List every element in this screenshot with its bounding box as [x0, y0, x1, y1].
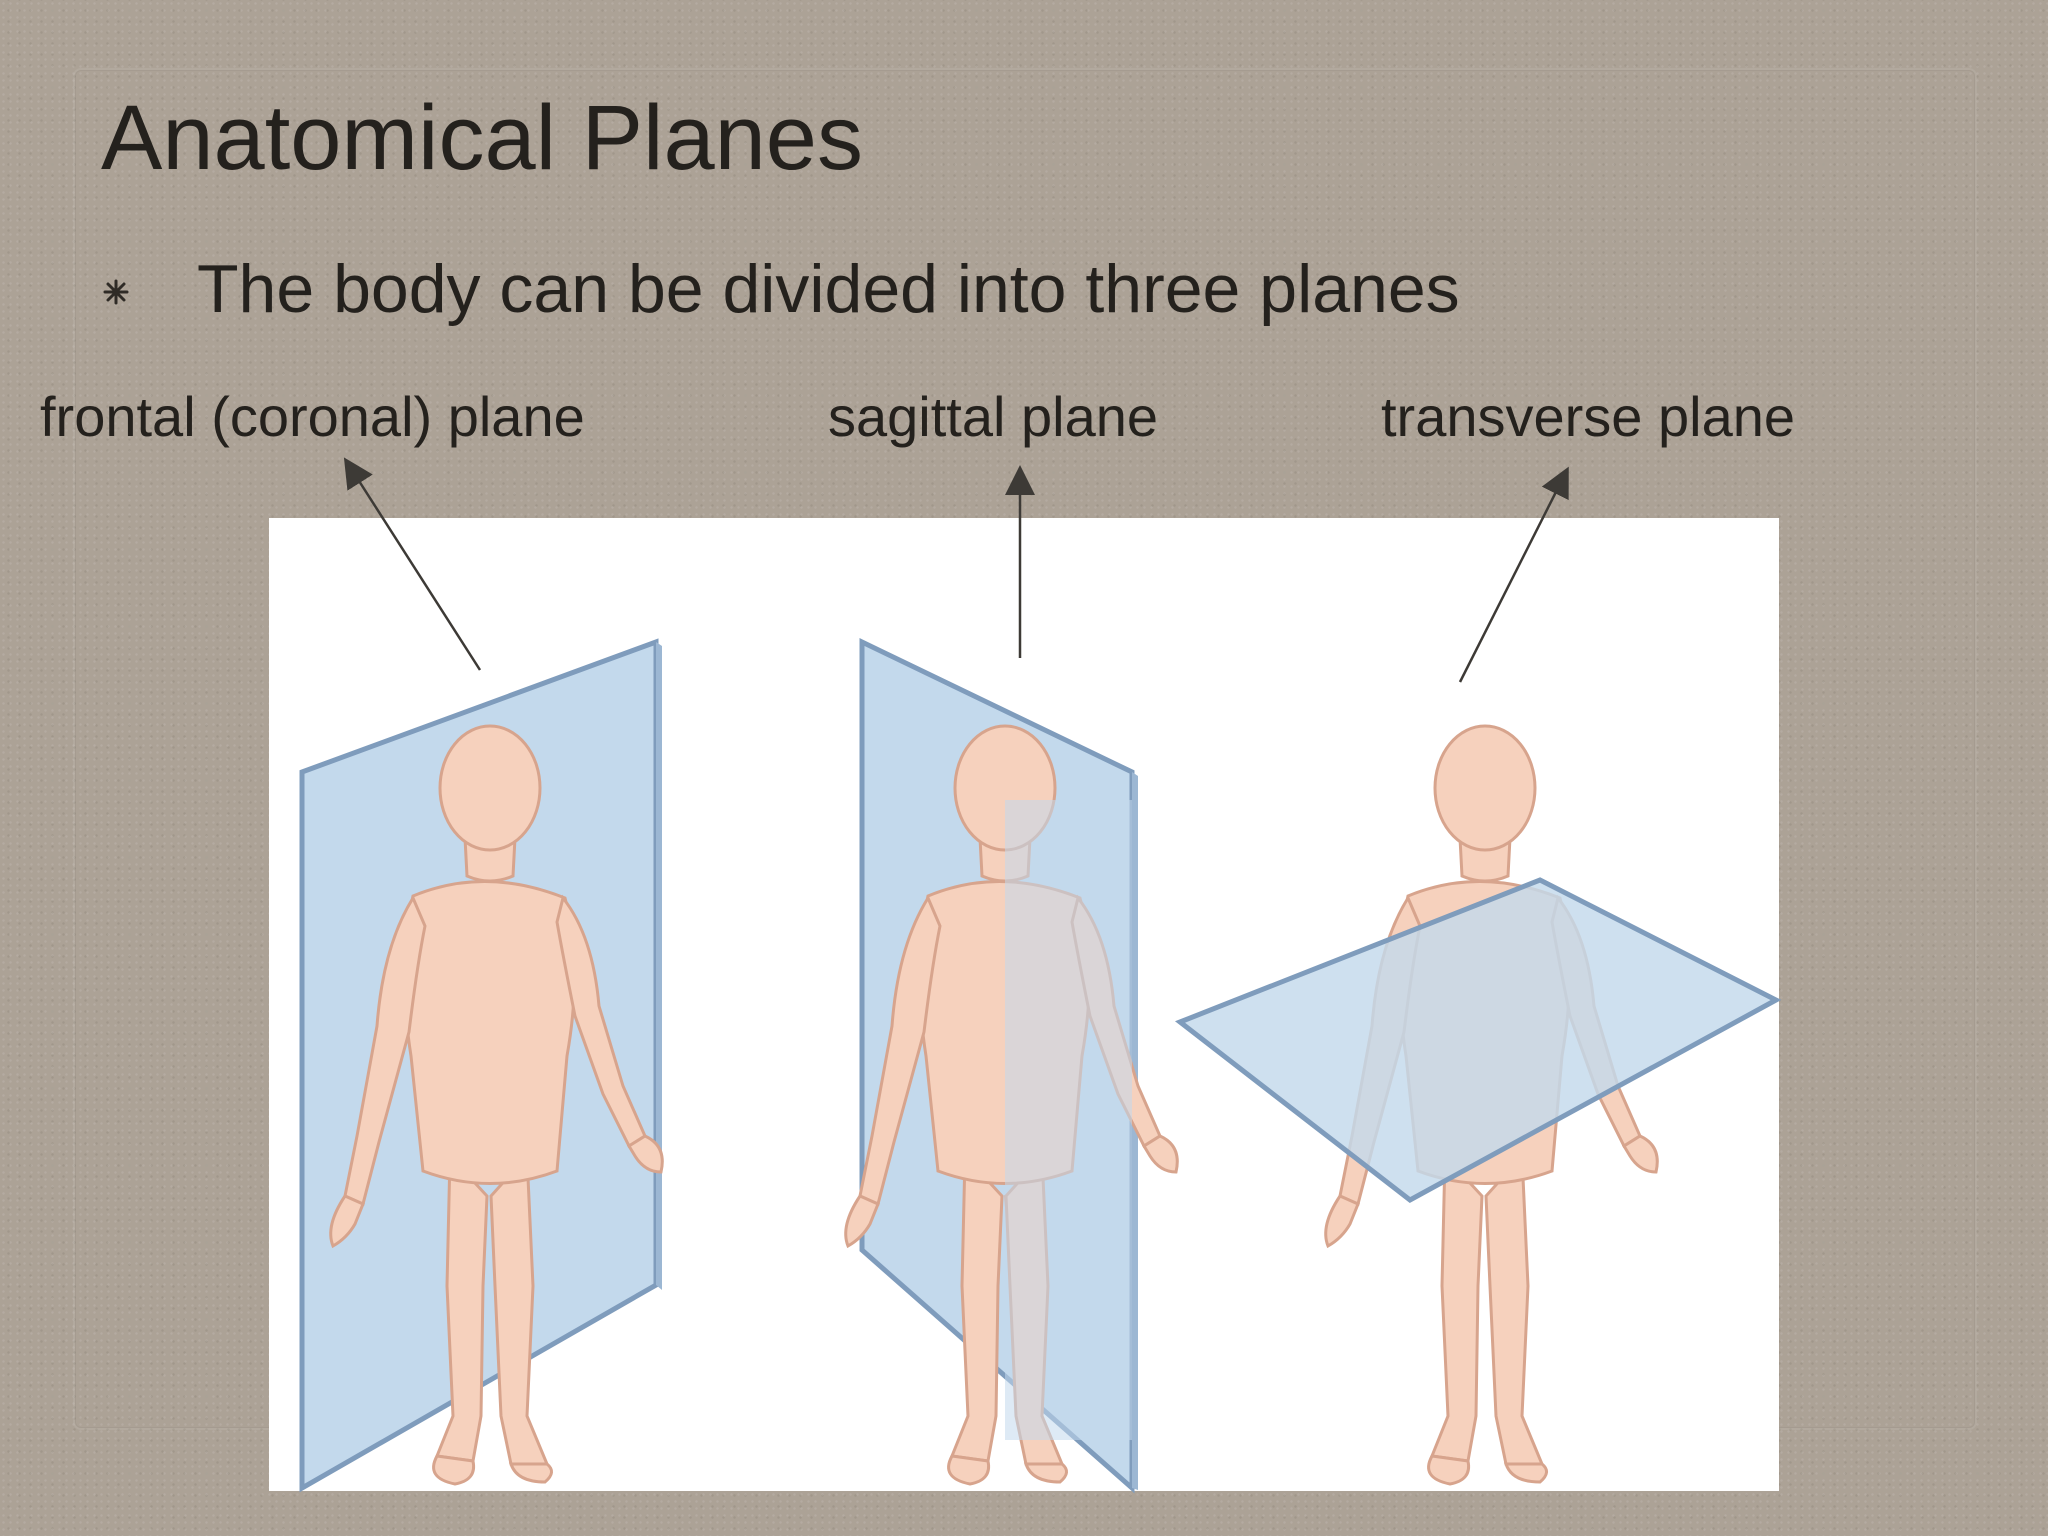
frontal-plane-illustration — [299, 457, 664, 1493]
transverse-plane-illustration — [1174, 466, 1782, 1486]
asterisk-bullet-icon — [103, 279, 129, 305]
transverse-plane-sheet — [1174, 877, 1782, 1203]
slide-title: Anatomical Planes — [101, 87, 863, 189]
frontal-plane-label: frontal (coronal) plane — [40, 385, 585, 448]
sagittal-plane-illustration — [844, 465, 1179, 1494]
transverse-plane-label: transverse plane — [1381, 385, 1796, 448]
transverse-pointer-arrow — [1458, 466, 1569, 683]
bullet-text: The body can be divided into three plane… — [197, 251, 1460, 327]
frontal-pointer-arrow — [343, 457, 482, 671]
sagittal-plane-label: sagittal plane — [828, 385, 1159, 448]
